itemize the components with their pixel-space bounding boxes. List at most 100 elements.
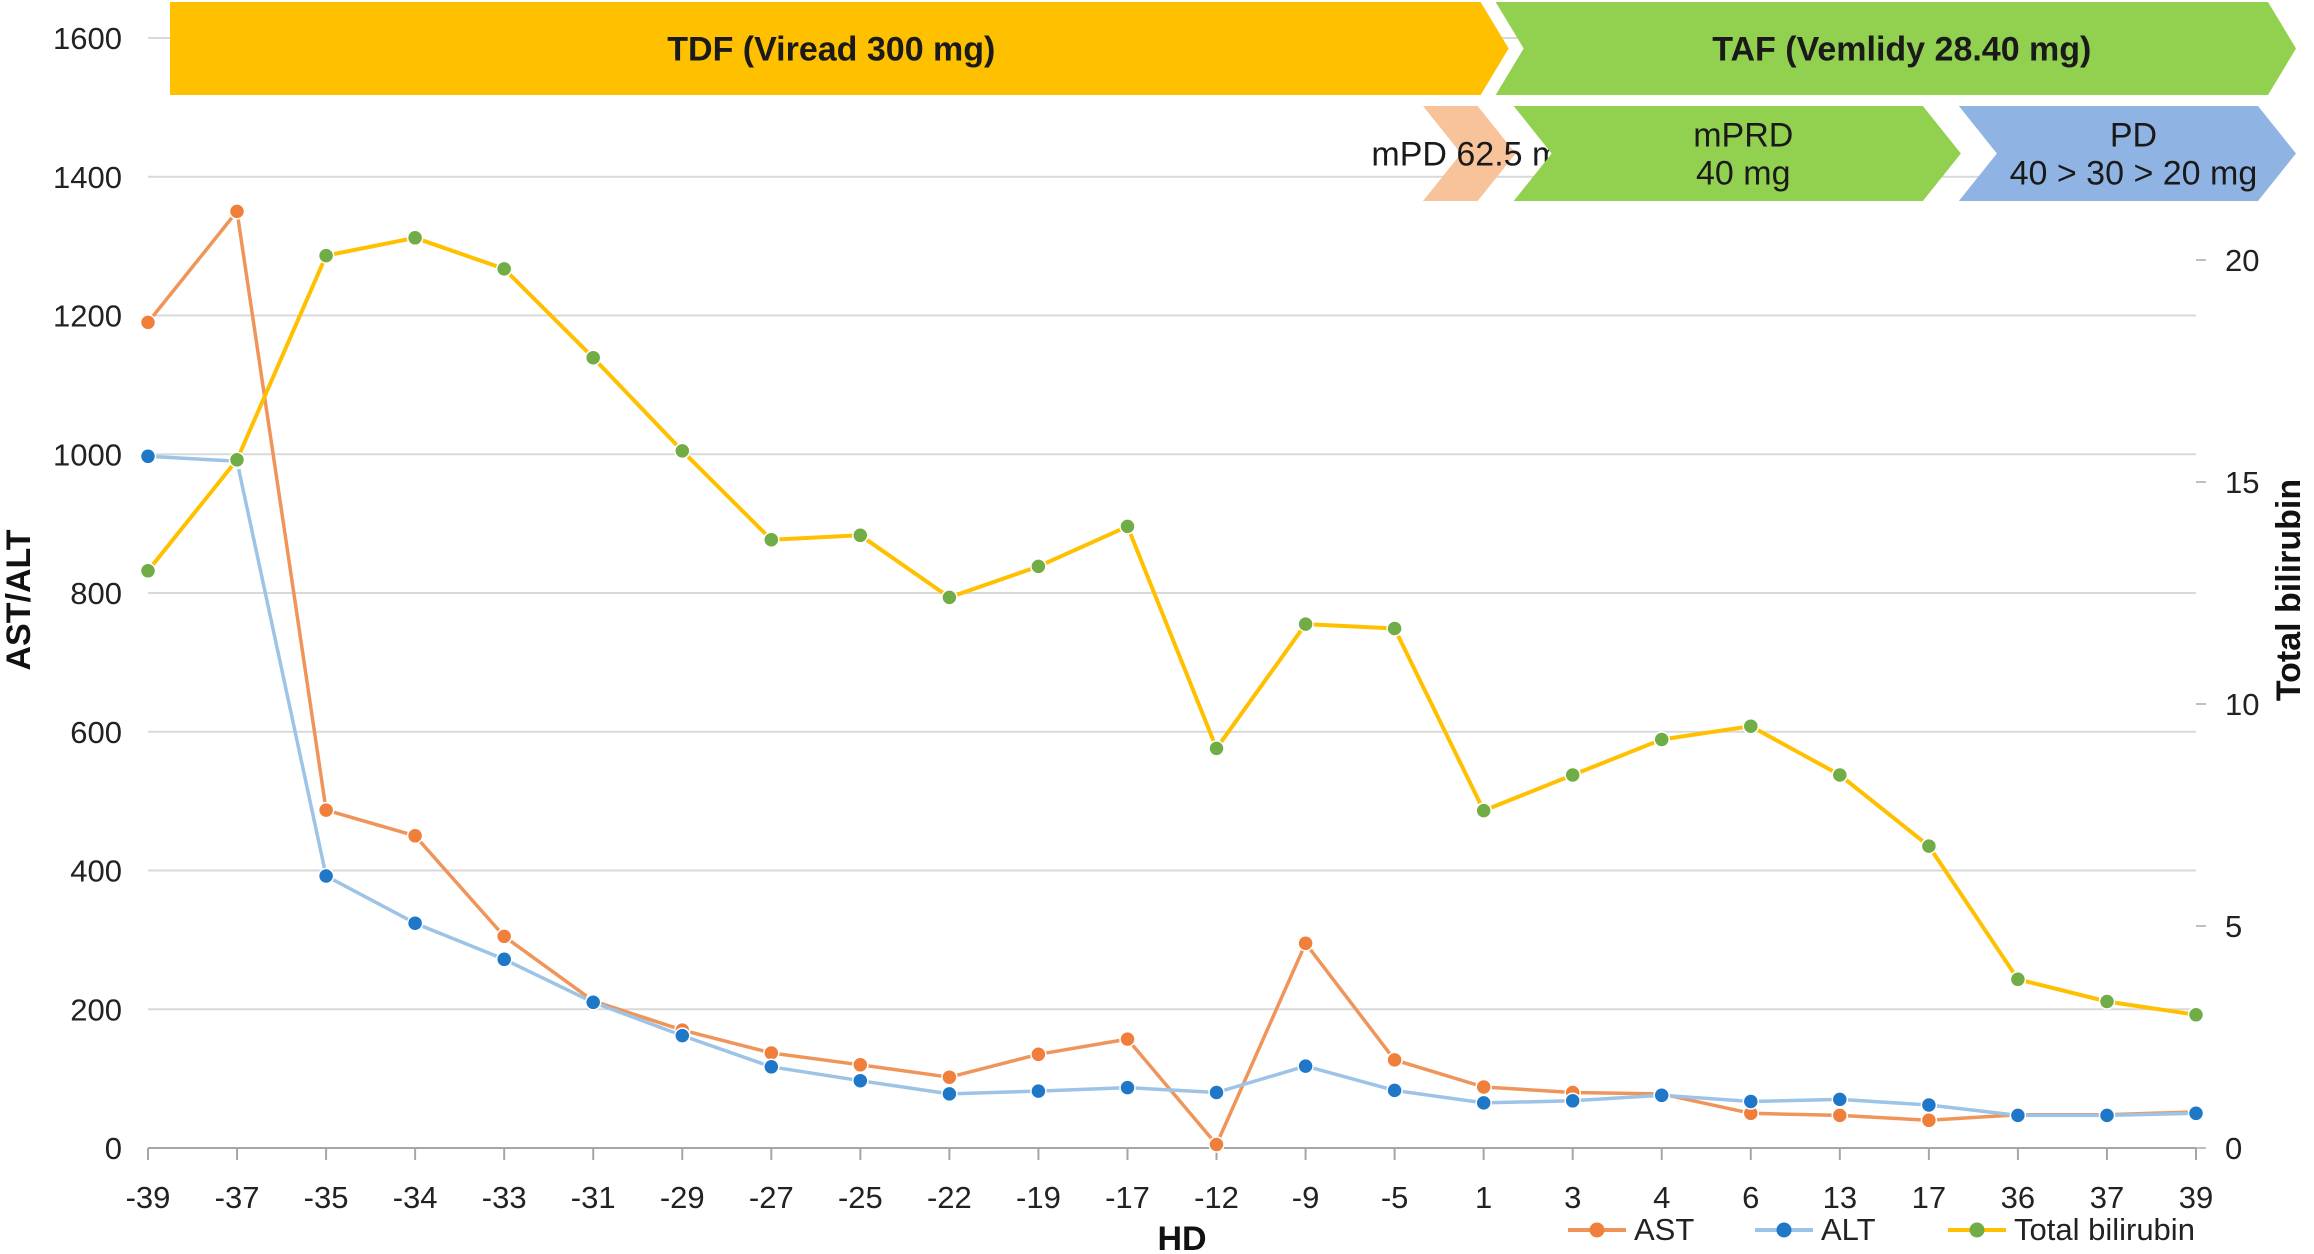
legend-item-ast: AST xyxy=(1568,1212,1694,1247)
legend-item-alt: ALT xyxy=(1755,1212,1876,1247)
legend-label: ALT xyxy=(1821,1212,1876,1247)
data-point-alt xyxy=(1030,1082,1047,1100)
x-tick-label: 1 xyxy=(1475,1180,1492,1215)
series-line-alt xyxy=(147,454,2197,1118)
series-alt xyxy=(139,448,2205,1124)
y-tick-label: 0 xyxy=(105,1131,122,1166)
band-shape xyxy=(170,2,1509,95)
data-point-alt xyxy=(584,994,602,1011)
data-point-alt xyxy=(1297,1057,1314,1075)
data-point-ast xyxy=(1297,935,1314,952)
y-tick-label: 1200 xyxy=(53,299,122,334)
y2-tick-label: 0 xyxy=(2225,1131,2242,1166)
data-point-alt xyxy=(139,448,157,465)
data-point-total-bilirubin xyxy=(1564,766,1581,784)
gridlines xyxy=(148,37,2196,1011)
x-tick-label: -39 xyxy=(126,1180,171,1215)
series-layer xyxy=(139,203,2205,1153)
data-point-total-bilirubin xyxy=(2098,993,2116,1010)
x-tick-label: -5 xyxy=(1381,1180,1409,1215)
data-point-alt xyxy=(1386,1082,1403,1099)
band-shape xyxy=(1513,106,1961,201)
data-point-alt xyxy=(2009,1107,2027,1124)
x-tick-label: 4 xyxy=(1653,1180,1670,1215)
y2-tick-label: 20 xyxy=(2225,243,2259,278)
data-point-total-bilirubin xyxy=(406,229,424,247)
x-tick-label: 36 xyxy=(2001,1180,2035,1215)
x-tick-label: 39 xyxy=(2179,1180,2213,1215)
data-point-alt xyxy=(2187,1105,2205,1122)
data-point-total-bilirubin xyxy=(1653,731,1670,748)
legend-swatch-marker xyxy=(1969,1222,1985,1238)
y-tick-label: 800 xyxy=(70,576,122,611)
x-axis-title: HD xyxy=(1157,1220,1206,1254)
data-point-total-bilirubin xyxy=(317,247,335,264)
x-tick-label: -17 xyxy=(1105,1180,1150,1215)
legend-label: AST xyxy=(1634,1212,1694,1247)
data-point-alt xyxy=(1564,1092,1581,1110)
x-tick-label: 3 xyxy=(1564,1180,1581,1215)
band-label: mPRD xyxy=(1693,117,1793,155)
legend-swatch-marker xyxy=(1776,1222,1792,1238)
x-tick-label: 6 xyxy=(1742,1180,1759,1215)
x-tick-label: -33 xyxy=(482,1180,527,1215)
data-point-total-bilirubin xyxy=(495,260,513,278)
x-tick-label: -12 xyxy=(1194,1180,1239,1215)
data-point-alt xyxy=(1920,1096,1938,1114)
y-tick-label: 600 xyxy=(70,715,122,750)
data-point-alt xyxy=(1742,1093,1760,1110)
data-point-total-bilirubin xyxy=(1386,620,1403,637)
series-total-bilirubin xyxy=(139,229,2205,1024)
y-tick-label: 1600 xyxy=(53,21,122,56)
y-tick-label: 1000 xyxy=(53,437,122,472)
y-axis-title: AST/ALT xyxy=(0,529,38,670)
series-line-ast xyxy=(146,209,2197,1147)
x-tick-label: -19 xyxy=(1016,1180,1061,1215)
data-point-alt xyxy=(1831,1091,1849,1108)
axes: 0 200 400 600 800 1000 1200 1400 1600 0 5 10 15 20 -39… xyxy=(53,21,2259,1215)
data-point-total-bilirubin xyxy=(1208,740,1225,757)
x-tick-label: 13 xyxy=(1823,1180,1857,1215)
data-point-total-bilirubin xyxy=(1742,717,1760,735)
band-label: TDF (Viread 300 mg) xyxy=(667,31,995,69)
data-point-ast xyxy=(1208,1136,1225,1153)
data-point-alt xyxy=(763,1058,780,1076)
data-point-total-bilirubin xyxy=(1119,518,1136,535)
data-point-ast xyxy=(1386,1051,1403,1069)
data-point-total-bilirubin xyxy=(1475,802,1492,819)
data-point-alt xyxy=(317,867,335,885)
data-point-alt xyxy=(674,1027,691,1044)
data-point-total-bilirubin xyxy=(1030,558,1047,575)
data-point-ast xyxy=(317,801,335,819)
data-point-ast xyxy=(1475,1078,1492,1096)
band-label: PD xyxy=(2110,117,2157,155)
data-point-alt xyxy=(941,1085,958,1103)
y2-tick-label: 15 xyxy=(2225,465,2259,500)
data-point-ast xyxy=(1831,1107,1849,1124)
data-point-alt xyxy=(406,914,424,932)
y2-tick-label: 10 xyxy=(2225,687,2259,722)
band-label: TAF (Vemlidy 28.40 mg) xyxy=(1712,31,2091,69)
x-tick-label: -9 xyxy=(1292,1180,1320,1215)
data-point-ast xyxy=(852,1056,869,1074)
legend-item-total-bilirubin: Total bilirubin xyxy=(1948,1212,2195,1247)
band-shape xyxy=(1495,2,2296,95)
data-point-total-bilirubin xyxy=(2009,971,2027,988)
x-tick-label: 37 xyxy=(2090,1180,2124,1215)
data-point-total-bilirubin xyxy=(139,562,157,580)
band-tdf-viread-300-mg: TDF (Viread 300 mg) xyxy=(170,2,1509,95)
data-point-alt xyxy=(1475,1094,1492,1112)
data-point-ast xyxy=(941,1068,958,1086)
data-point-total-bilirubin xyxy=(852,527,869,544)
data-point-ast xyxy=(1119,1030,1136,1048)
x-tick-label: -25 xyxy=(838,1180,883,1215)
data-point-total-bilirubin xyxy=(941,589,958,606)
data-point-total-bilirubin xyxy=(763,531,780,548)
data-point-alt xyxy=(2098,1107,2116,1124)
x-tick-label: -34 xyxy=(393,1180,438,1215)
x-tick-label: -29 xyxy=(660,1180,705,1215)
data-point-ast xyxy=(139,314,157,331)
